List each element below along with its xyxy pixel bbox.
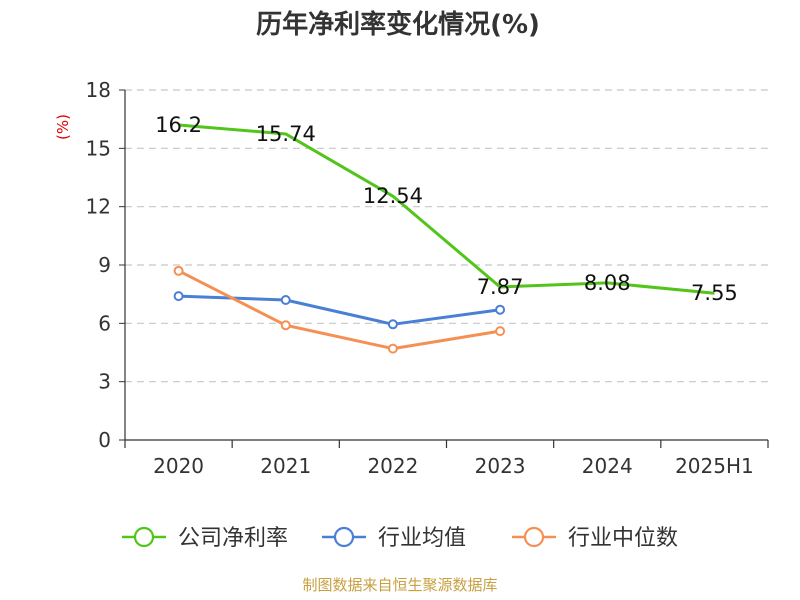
data-point: [173, 265, 184, 276]
data-point: [495, 326, 506, 337]
legend-label: 行业均值: [378, 526, 466, 551]
grid-lines: [125, 89, 768, 383]
x-tick-label: 2023: [475, 454, 526, 478]
data-point: [280, 320, 291, 331]
y-tick-label: 15: [86, 136, 111, 160]
chart-title: 历年净利率变化情况(%): [256, 9, 540, 40]
data-label: 7.87: [477, 275, 524, 299]
y-tick-label: 18: [86, 78, 111, 102]
series-line: [177, 269, 501, 351]
y-tick-label: 6: [98, 311, 111, 335]
y-tick-label: 9: [98, 253, 111, 277]
y-axis-label: (%): [54, 114, 72, 140]
data-point: [387, 319, 398, 330]
legend-label: 公司净利率: [178, 526, 288, 551]
legend-marker: [133, 526, 155, 548]
legend-label: 行业中位数: [568, 526, 678, 551]
y-tick-label: 12: [86, 195, 111, 219]
series-line: [178, 294, 501, 326]
data-point: [387, 343, 398, 354]
data-label: 12.54: [363, 184, 423, 208]
data-point: [495, 304, 506, 315]
legend: 公司净利率 行业均值 行业中位数: [122, 526, 678, 551]
legend-marker: [523, 526, 545, 548]
data-point: [280, 295, 291, 305]
x-tick-label: 2024: [582, 454, 633, 478]
data-label: 16.2: [155, 113, 202, 137]
axes: 0 3 6 9 12 15 18 2020 2021 2022 2023 2024 2025H1: [86, 78, 769, 478]
legend-marker: [333, 526, 355, 548]
data-label: 15.74: [256, 122, 316, 146]
y-tick-label: 3: [98, 370, 111, 394]
source-note: 制图数据来自恒生聚源数据库: [302, 576, 497, 594]
x-tick-label: 2025H1: [675, 454, 754, 478]
x-tick-label: 2021: [260, 454, 311, 478]
x-tick-label: 2020: [153, 454, 204, 478]
data-label: 7.55: [691, 281, 738, 305]
series-line: [178, 123, 715, 295]
data-labels: 16.2 15.74 12.54 7.87 8.08 7.55: [155, 113, 738, 305]
y-tick-label: 0: [98, 428, 111, 452]
series-lines: [173, 123, 715, 354]
data-label: 8.08: [584, 271, 631, 295]
x-tick-label: 2022: [367, 454, 418, 478]
data-point: [173, 291, 184, 302]
